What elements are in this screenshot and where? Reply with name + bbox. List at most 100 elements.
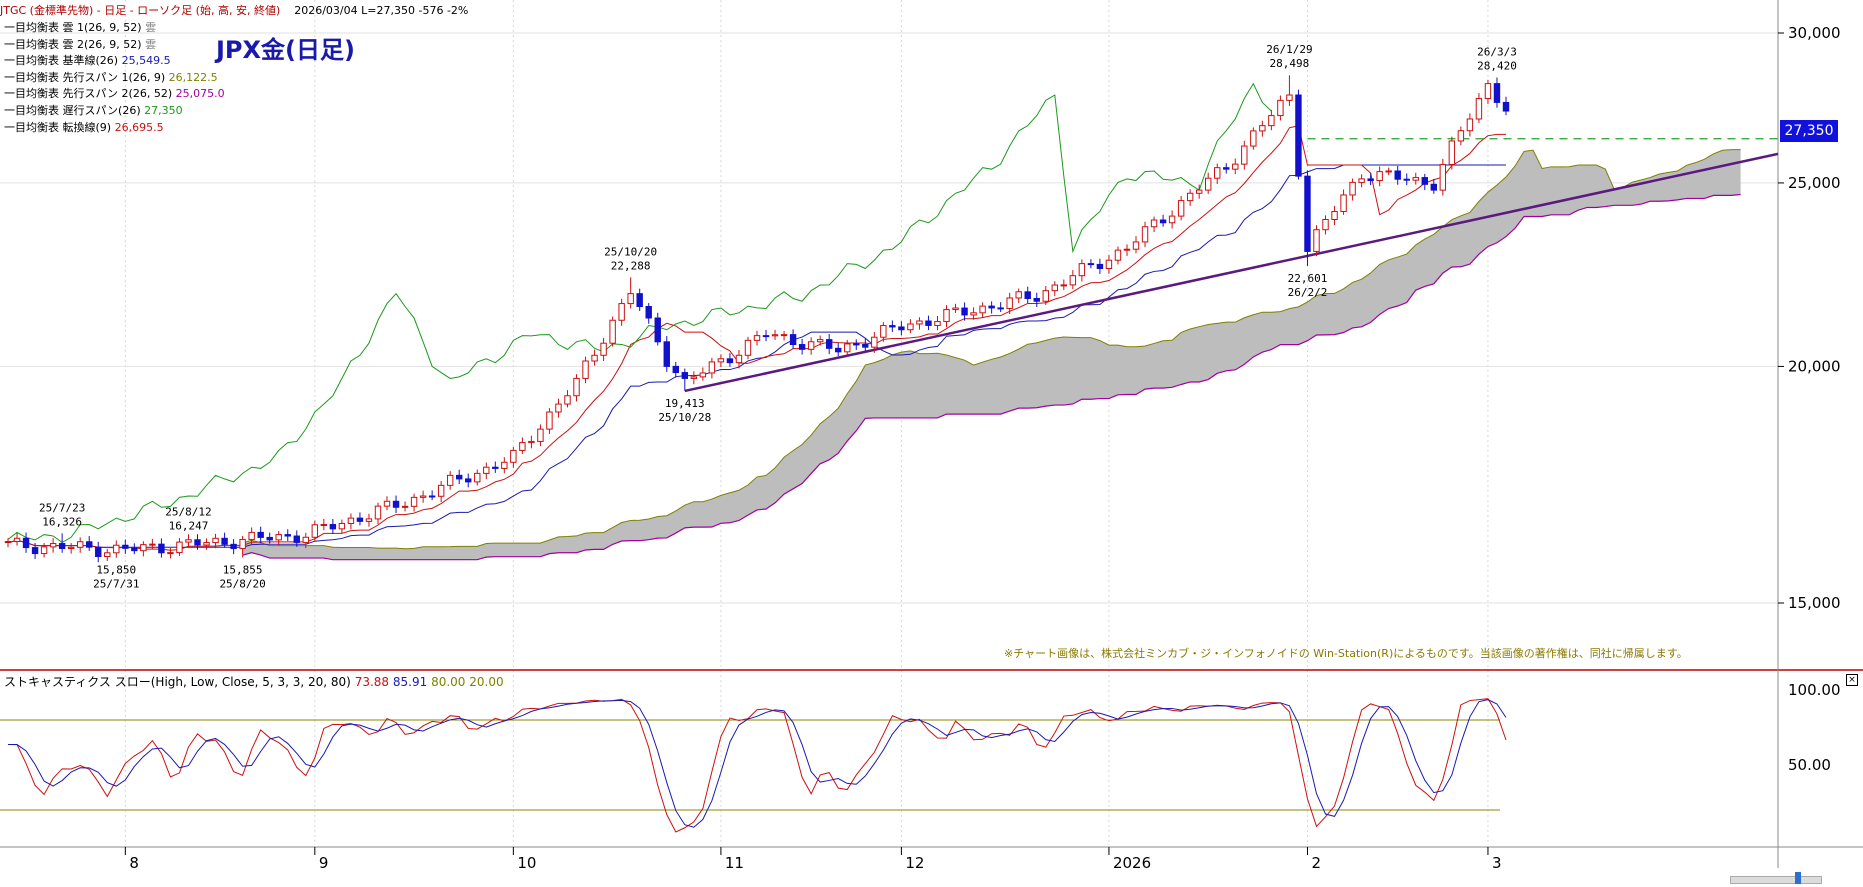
legend-label: 一目均衡表 遅行スパン(26)	[4, 103, 145, 117]
candle-body	[104, 552, 111, 558]
candle-body	[1060, 284, 1068, 287]
candle-body	[1069, 275, 1077, 286]
candle-body	[1268, 115, 1275, 127]
annotation-label-2: 16,247	[169, 519, 209, 532]
candle-body	[925, 320, 932, 326]
candle-body	[474, 472, 481, 483]
candle-body	[573, 377, 580, 397]
candle-body	[86, 541, 93, 548]
legend-item: 一目均衡表 雲 1(26, 9, 52) 雲	[4, 20, 225, 37]
candle-body	[744, 339, 752, 356]
candle-body	[455, 474, 463, 480]
candle-body	[149, 543, 156, 546]
candle-body	[1159, 219, 1167, 224]
candle-body	[1277, 99, 1284, 117]
candle-body	[140, 544, 147, 552]
candle-body	[546, 411, 553, 430]
candle-body	[40, 546, 48, 555]
candle-body	[221, 537, 228, 545]
candle-body	[483, 466, 490, 474]
candle-body	[1241, 145, 1248, 165]
cloud-fill	[242, 149, 1741, 560]
scrollbar-track[interactable]	[1730, 876, 1822, 884]
candle-body	[76, 541, 84, 548]
candle-body	[1412, 177, 1419, 181]
candle-body	[365, 518, 373, 522]
candle-body	[735, 354, 743, 364]
candle-body	[13, 537, 21, 543]
header-date: 2026/03/04	[294, 4, 358, 17]
candle-body	[1051, 284, 1059, 292]
candle-body	[835, 347, 842, 353]
candle-body	[1204, 177, 1212, 191]
candle-body	[1475, 98, 1483, 120]
candle-body	[708, 361, 716, 374]
candle-body	[1223, 167, 1230, 170]
annotation-label-2: 28,420	[1477, 59, 1517, 72]
annotation-label-2: 25/8/20	[219, 577, 265, 590]
candle-body	[392, 500, 400, 508]
indicator-legend: 一目均衡表 雲 1(26, 9, 52) 雲一目均衡表 雲 2(26, 9, 5…	[4, 20, 225, 136]
candle-body	[654, 317, 661, 343]
candle-body	[753, 335, 761, 341]
annotation-label-1: 15,850	[96, 564, 136, 577]
candle-body	[410, 496, 418, 507]
close-icon[interactable]: ×	[1846, 674, 1858, 686]
candle-body	[113, 544, 120, 554]
candle-body	[67, 546, 75, 550]
candle-body	[1421, 177, 1428, 185]
candle-body	[717, 358, 725, 363]
candle-body	[871, 336, 878, 348]
candle-body	[1448, 140, 1456, 165]
legend-item: 一目均衡表 雲 2(26, 9, 52) 雲	[4, 37, 225, 54]
legend-item: 一目均衡表 遅行スパン(26) 27,350	[4, 103, 225, 120]
stoch-lower-level: 20.00	[469, 675, 504, 689]
candle-body	[374, 505, 382, 520]
candle-body	[1367, 178, 1374, 182]
stochastic-label: ストキャスティクス スロー(High, Low, Close, 5, 3, 3,…	[4, 675, 351, 689]
candle-body	[1195, 189, 1203, 194]
candle-body	[780, 334, 788, 337]
candle-body	[1033, 297, 1040, 302]
scrollbar-thumb[interactable]	[1795, 872, 1801, 884]
candle-body	[537, 428, 544, 442]
candle-body	[1502, 101, 1510, 112]
candle-body	[934, 321, 941, 326]
candle-body	[970, 312, 977, 316]
candle-body	[212, 537, 219, 544]
candle-body	[311, 524, 319, 538]
candle-body	[1168, 215, 1176, 224]
candle-body	[275, 534, 282, 541]
legend-label: 一目均衡表 雲 1(26, 9, 52)	[4, 21, 146, 34]
candle-body	[1078, 263, 1086, 277]
candle-body	[1132, 241, 1140, 250]
x-tick-label: 2	[1311, 854, 1321, 872]
candle-body	[1177, 200, 1185, 217]
candle-body	[329, 524, 337, 530]
candles	[4, 75, 1510, 563]
x-tick-label: 3	[1492, 854, 1502, 872]
legend-label: 一目均衡表 先行スパン 1(26, 9)	[4, 70, 169, 84]
candle-body	[293, 535, 300, 543]
candle-body	[1394, 170, 1401, 180]
candle-body	[239, 538, 246, 550]
candle-body	[1349, 181, 1356, 196]
annotation-label-1: 26/3/3	[1477, 45, 1517, 58]
candle-body	[1042, 290, 1049, 302]
candle-body	[672, 365, 679, 374]
legend-label: 一目均衡表 先行スパン 2(26, 52)	[4, 87, 176, 101]
annotation-label-2: 25/7/31	[93, 578, 139, 591]
candle-body	[943, 309, 950, 323]
annotation-label-1: 25/8/12	[165, 505, 211, 518]
candle-body	[681, 372, 689, 379]
candle-body	[1358, 178, 1365, 183]
candle-body	[1430, 183, 1438, 191]
candle-body	[320, 524, 328, 527]
candle-body	[1295, 94, 1302, 177]
candle-body	[952, 307, 959, 311]
candle-body	[1466, 118, 1474, 132]
annotation-label-2: 26/2/2	[1288, 286, 1328, 299]
candle-body	[798, 344, 806, 350]
candle-body	[185, 539, 192, 543]
candle-body	[58, 543, 66, 550]
